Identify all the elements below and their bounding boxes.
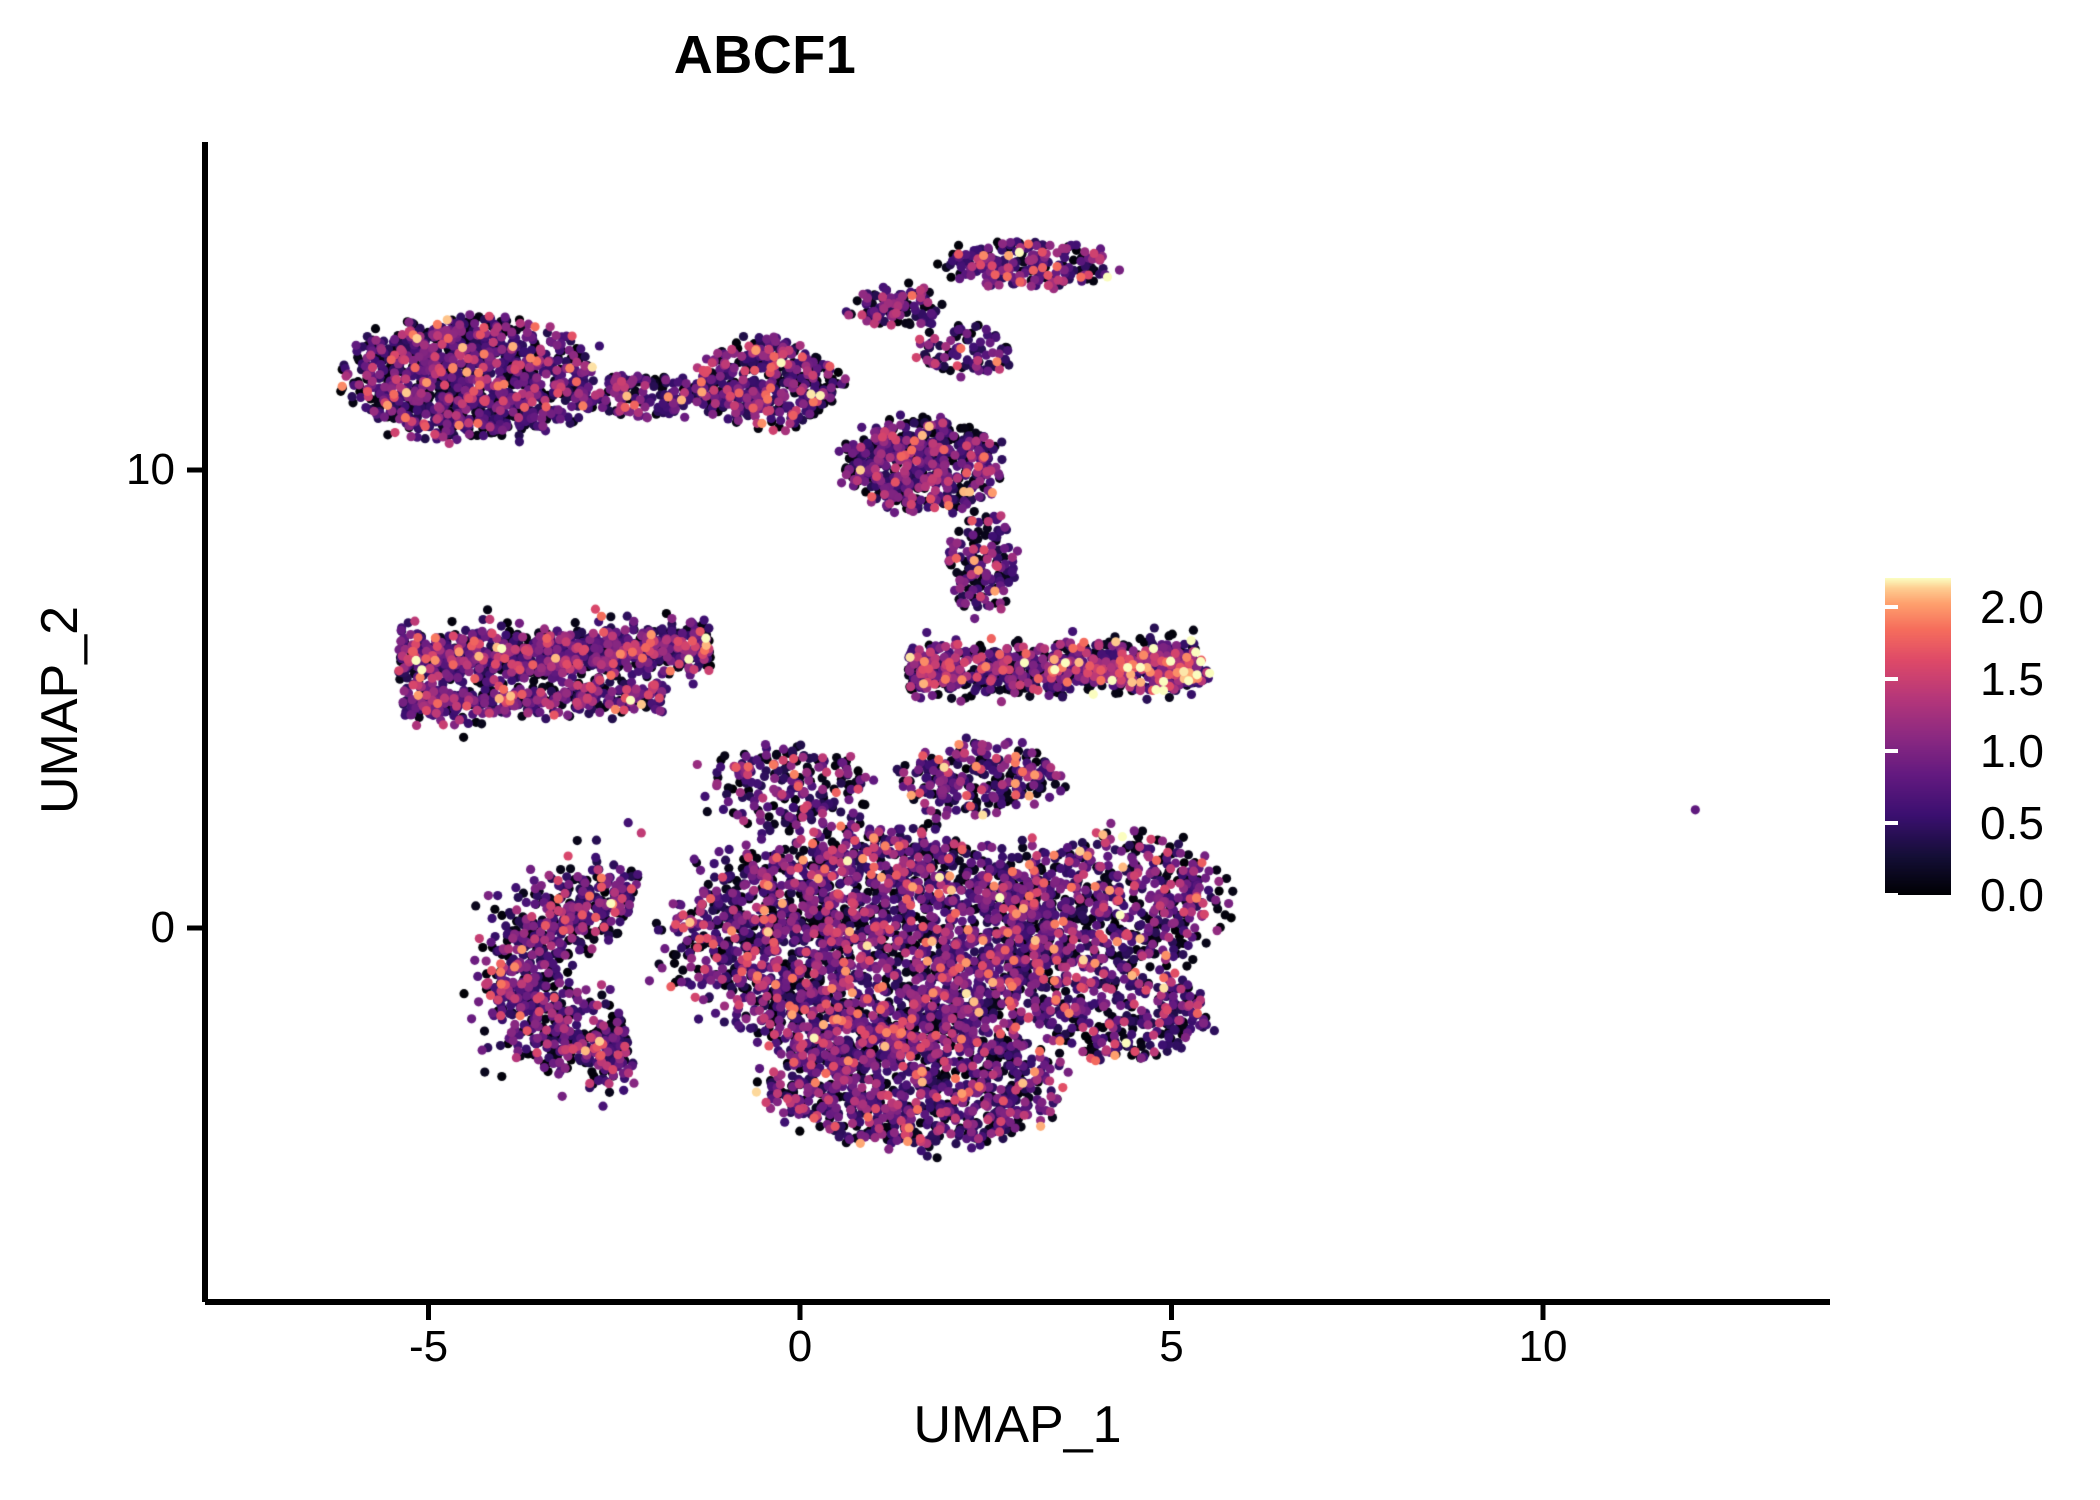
colorbar-tick-mark bbox=[1885, 676, 1898, 681]
x-tick-label: -5 bbox=[408, 1322, 449, 1371]
colorbar-tick-label: 2.0 bbox=[1980, 580, 2044, 633]
colorbar-tick-label: 0.5 bbox=[1980, 796, 2044, 849]
x-tick-label: 0 bbox=[787, 1322, 813, 1371]
colorbar-tick-mark bbox=[1872, 676, 1885, 681]
colorbar-gradient bbox=[1885, 578, 1951, 895]
colorbar-tick-mark bbox=[1872, 748, 1885, 753]
y-tick-label: 0 bbox=[150, 903, 175, 952]
x-tick-label: 5 bbox=[1159, 1322, 1184, 1371]
colorbar-tick-label: 0.0 bbox=[1980, 869, 2044, 921]
x-axis-title: UMAP_1 bbox=[913, 1396, 1122, 1454]
x-tick-label: 10 bbox=[1518, 1322, 1568, 1371]
colorbar-tick-mark bbox=[1885, 893, 1898, 897]
colorbar-tick-mark bbox=[1872, 893, 1885, 897]
y-axis-title: UMAP_2 bbox=[31, 605, 89, 815]
colorbar-tick-label: 1.5 bbox=[1980, 652, 2044, 705]
colorbar-tick-label: 1.0 bbox=[1980, 724, 2044, 777]
colorbar-tick-mark bbox=[1885, 748, 1898, 753]
colorbar-tick-mark bbox=[1872, 820, 1885, 825]
y-tick-label: 10 bbox=[126, 445, 175, 494]
colorbar-tick-mark bbox=[1872, 604, 1885, 609]
colorbar-tick-mark bbox=[1885, 604, 1898, 609]
colorbar-tick-mark bbox=[1885, 820, 1898, 825]
